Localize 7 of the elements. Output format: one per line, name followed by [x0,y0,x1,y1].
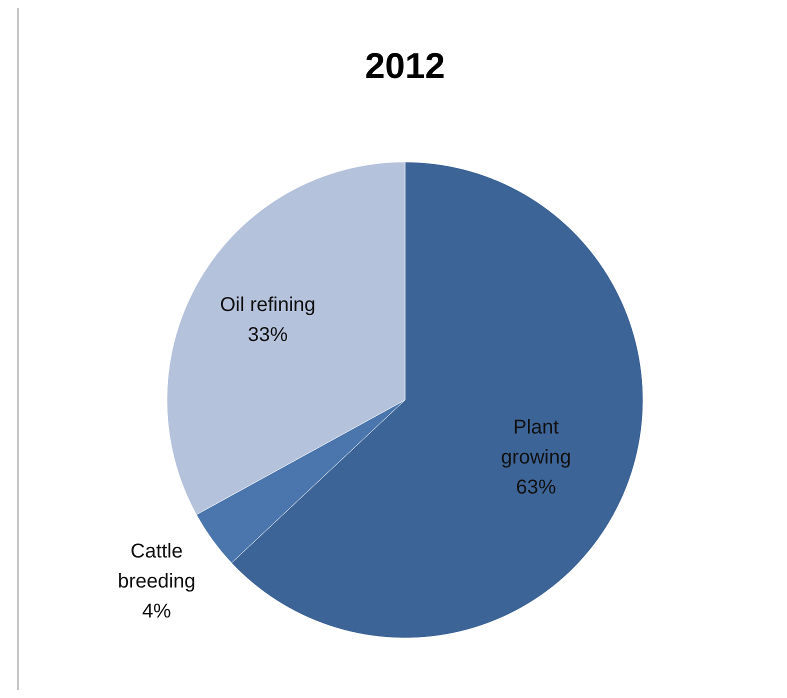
slice-label: Plant growing [501,416,572,469]
slice-label: Oil refining [220,294,316,316]
data-label: 63% [516,476,556,499]
chart-title: 2012 [364,45,446,86]
slice-label: Cattle breeding [118,540,196,592]
data-label: 33% [248,324,288,346]
data-label: 4% [142,600,172,622]
